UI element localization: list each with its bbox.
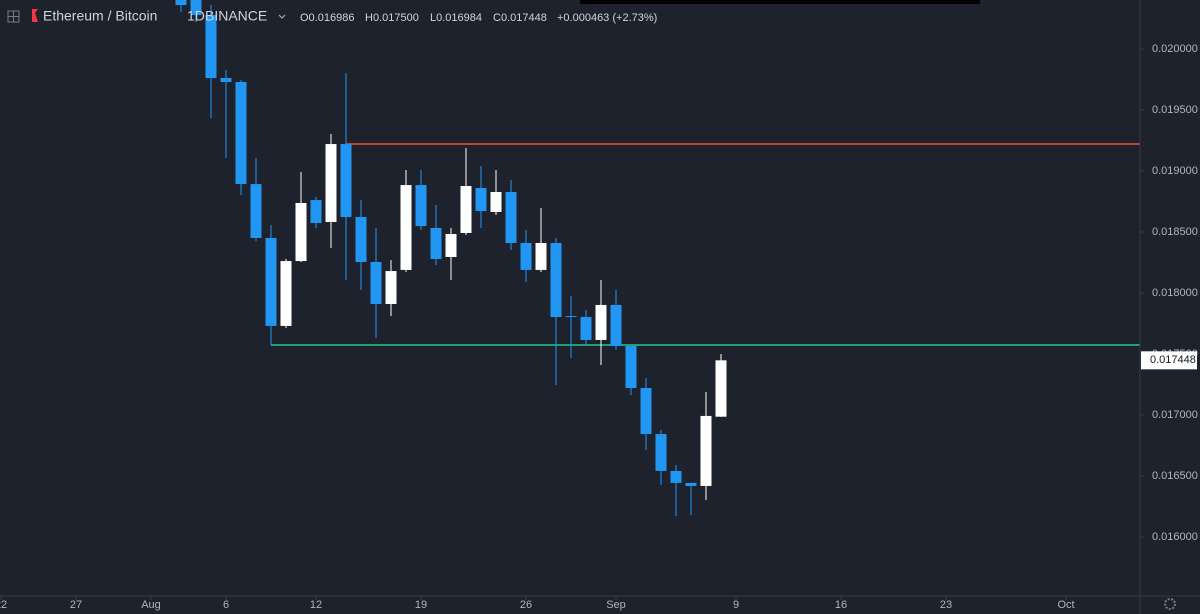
candle-body <box>190 0 202 16</box>
candle-body <box>655 434 667 471</box>
candle-body <box>310 200 322 223</box>
candle-body <box>475 187 487 212</box>
candle-body <box>670 470 682 483</box>
candle-body <box>550 242 562 318</box>
exchange-icon <box>32 9 38 22</box>
high-label: H0.017500 <box>365 12 419 24</box>
x-tick-label: 26 <box>520 599 532 611</box>
candle-body <box>625 345 637 389</box>
x-tick-label: 27 <box>70 599 82 611</box>
x-tick-label: 16 <box>835 599 847 611</box>
interval[interactable]: 1D <box>187 8 205 24</box>
price-label: 0.017448 <box>1150 354 1196 366</box>
y-tick-label: 0.019000 <box>1152 165 1198 177</box>
candle-body <box>385 271 397 304</box>
x-tick-label: 12 <box>310 599 322 611</box>
candle-body <box>520 242 532 270</box>
low-label: L0.016984 <box>430 12 482 24</box>
x-tick-label: Sep <box>606 599 626 611</box>
candle-body <box>355 217 367 263</box>
candle-body <box>490 191 502 213</box>
candle-body <box>685 482 697 486</box>
y-tick-label: 0.016500 <box>1152 470 1198 482</box>
candle-body <box>265 237 277 326</box>
candle-body <box>280 261 292 326</box>
y-tick-label: 0.017000 <box>1152 409 1198 421</box>
price-label-box <box>1141 351 1197 370</box>
candle-body <box>370 262 382 304</box>
change-label: +0.000463 (+2.73%) <box>557 12 657 24</box>
candle-body <box>640 388 652 435</box>
y-tick-label: 0.018000 <box>1152 287 1198 299</box>
y-tick-label: 0.020000 <box>1152 43 1198 55</box>
x-tick-label: Aug <box>141 599 161 611</box>
candle-body <box>250 184 262 238</box>
x-tick-label: 22 <box>0 599 7 611</box>
plot-area <box>175 0 1140 516</box>
x-tick-label: 6 <box>223 599 229 611</box>
candle-body <box>445 233 457 258</box>
open-label: O0.016986 <box>300 12 354 24</box>
candle-body <box>325 144 337 223</box>
toolbar-icons[interactable] <box>7 9 38 23</box>
y-tick-label: 0.019500 <box>1152 104 1198 116</box>
candle-body <box>700 415 712 486</box>
candle-body <box>580 317 592 340</box>
candle-body <box>715 360 727 417</box>
candle-body <box>220 78 232 82</box>
symbol[interactable]: Ethereum / Bitcoin <box>43 8 157 24</box>
candle-body <box>565 316 577 318</box>
candle-body <box>535 242 547 270</box>
candle-body <box>295 202 307 262</box>
x-tick-label: 19 <box>415 599 427 611</box>
top-bar <box>580 0 980 4</box>
y-tick-label: 0.016000 <box>1152 531 1198 543</box>
close-label: C0.017448 <box>493 12 547 24</box>
candle-body <box>415 185 427 227</box>
exchange: BINANCE <box>205 8 267 24</box>
candle-body <box>400 185 412 270</box>
candle-body <box>460 186 472 233</box>
candle-body <box>175 0 187 6</box>
candle-body <box>430 227 442 259</box>
candle-body <box>235 81 247 185</box>
candle-body <box>610 304 622 346</box>
x-tick-label: 23 <box>940 599 952 611</box>
candle-body <box>205 15 217 79</box>
settings-icon[interactable] <box>1164 598 1176 610</box>
gear[interactable] <box>1164 598 1176 610</box>
x-tick-label: Oct <box>1057 599 1074 611</box>
y-tick-label: 0.018500 <box>1152 226 1198 238</box>
x-tick-label: 9 <box>733 599 739 611</box>
candle-body <box>505 191 517 243</box>
candle-body <box>595 304 607 340</box>
candle-body <box>340 144 352 218</box>
dropdown-arrow[interactable] <box>278 14 286 19</box>
